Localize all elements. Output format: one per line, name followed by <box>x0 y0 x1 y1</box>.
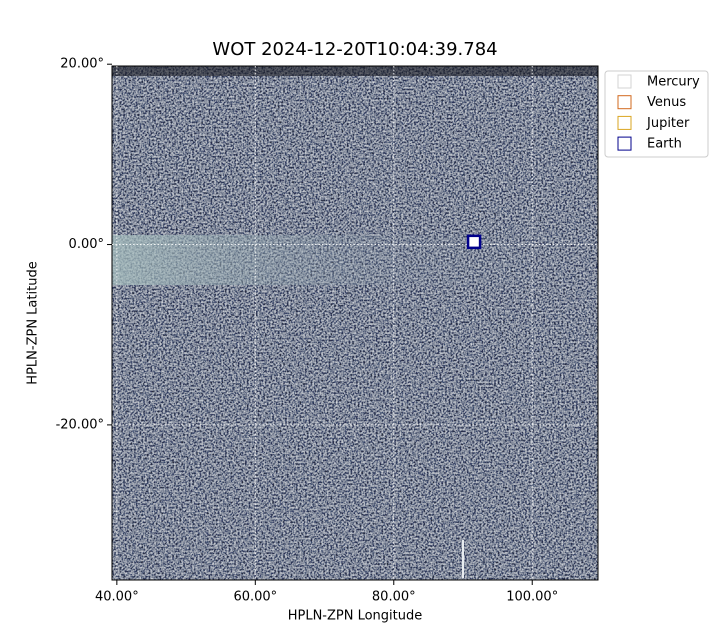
legend <box>604 70 709 158</box>
x-tick-label: 80.00° <box>372 590 416 605</box>
image-band <box>112 235 598 285</box>
x-axis-label: HPLN-ZPN Longitude <box>288 609 423 624</box>
legend-label: Earth <box>647 137 682 152</box>
x-tick-label: 100.00° <box>506 590 558 605</box>
legend-label: Venus <box>647 95 686 110</box>
legend-label: Mercury <box>647 75 700 90</box>
legend-marker <box>617 95 632 110</box>
planet-marker <box>466 234 482 250</box>
image-edge <box>112 66 598 76</box>
y-axis-label: HPLN-ZPN Latitude <box>26 261 41 384</box>
axes-frame <box>111 65 599 581</box>
y-tick-label: 0.00° <box>69 237 104 252</box>
chart-title: WOT 2024-12-20T10:04:39.784 <box>212 39 497 60</box>
y-tick-label: -20.00° <box>56 417 104 432</box>
legend-label: Jupiter <box>646 116 690 131</box>
legend-marker <box>617 136 632 151</box>
image-background <box>112 66 598 580</box>
legend-marker <box>617 74 632 89</box>
image <box>112 66 598 580</box>
y-tick-label: 20.00° <box>60 57 104 72</box>
x-tick-label: 60.00° <box>233 590 277 605</box>
legend-marker <box>617 115 632 130</box>
x-tick-label: 40.00° <box>95 590 139 605</box>
